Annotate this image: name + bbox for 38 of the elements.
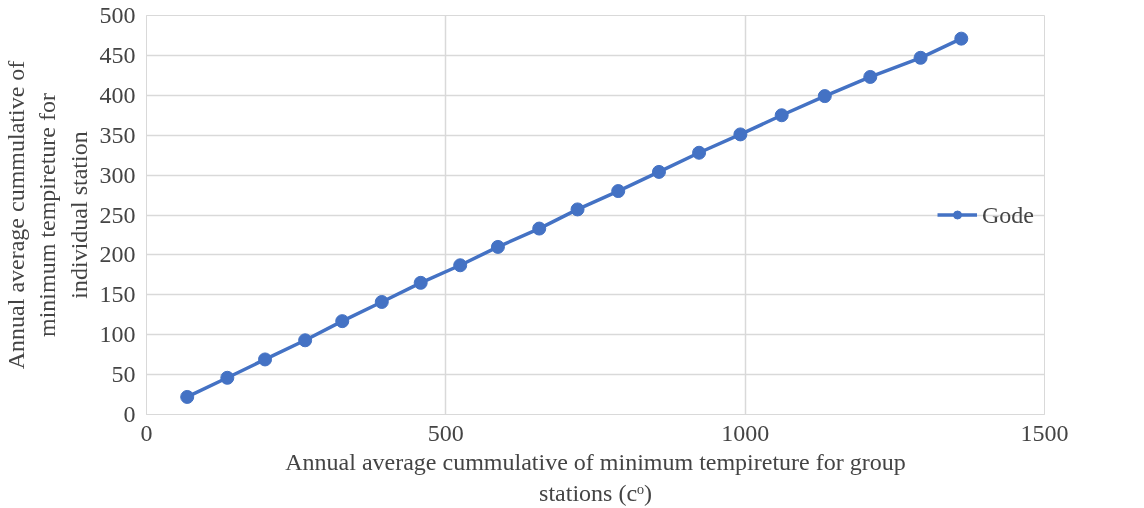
point [453, 258, 468, 273]
legend-label: Gode [982, 201, 1034, 228]
y-tick-label: 350 [99, 121, 136, 148]
point [413, 275, 428, 290]
x-tick-label: 1500 [1020, 419, 1069, 446]
point [570, 202, 585, 217]
point [335, 314, 350, 329]
y-tick-label: 0 [123, 401, 136, 427]
point [298, 333, 313, 348]
point [692, 145, 707, 160]
point [863, 69, 878, 84]
y-tick-label: 300 [99, 161, 136, 188]
point [374, 294, 389, 309]
x-tick-label: 1000 [721, 419, 770, 446]
point [490, 239, 505, 254]
point [258, 352, 273, 367]
point [220, 370, 235, 385]
y-tick-label: 500 [99, 2, 136, 28]
point [774, 108, 789, 123]
y-tick-label: 150 [99, 281, 136, 308]
point [913, 50, 928, 65]
x-tick-label: 0 [140, 419, 153, 446]
point [954, 31, 969, 46]
point [817, 89, 832, 104]
y-tick-label: 100 [99, 321, 136, 348]
x-tick-label: 500 [427, 419, 464, 446]
point [180, 389, 195, 404]
point [532, 221, 547, 236]
y-tick-label: 400 [99, 81, 136, 108]
point [611, 184, 626, 199]
y-tick-label: 250 [99, 201, 136, 228]
y-tick-label: 450 [99, 41, 136, 68]
point [733, 127, 748, 142]
y-tick-label: 50 [111, 361, 136, 388]
y-axis-title: Annual average cummulative of minimum tempireture for individual station [3, 60, 92, 370]
point [651, 164, 666, 179]
y-tick-label: 200 [99, 241, 136, 268]
x-axis-title: Annual average cummulative of minimum tempireture for group stations (cᵒ) [285, 448, 906, 506]
